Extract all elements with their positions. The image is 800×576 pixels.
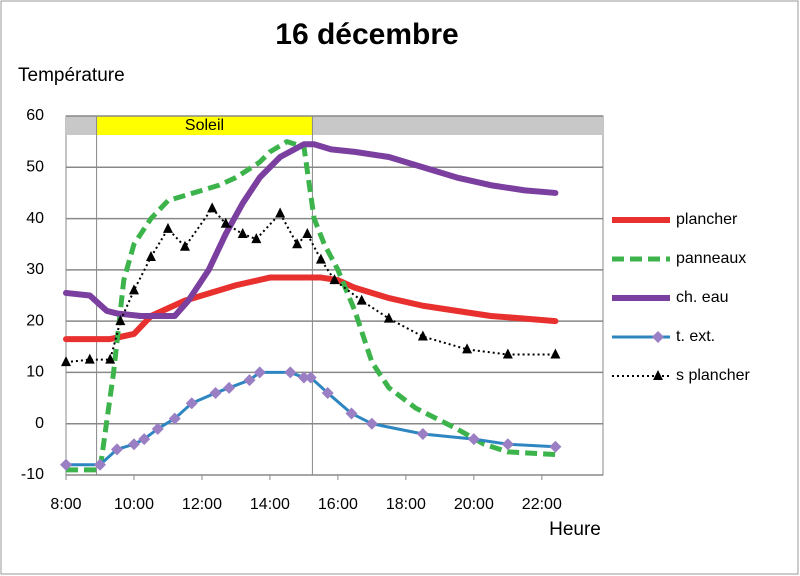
x-tick-label: 8:00	[50, 496, 81, 513]
data-point	[467, 433, 480, 446]
data-point	[105, 353, 116, 364]
y-tick-label: 10	[26, 364, 44, 381]
data-point	[315, 253, 326, 264]
data-point	[356, 294, 367, 305]
data-point	[302, 227, 313, 238]
data-point	[297, 371, 310, 384]
data-point	[209, 386, 222, 399]
data-point	[345, 407, 358, 420]
y-tick-label: 0	[35, 415, 44, 432]
data-point	[162, 222, 173, 233]
data-point	[284, 366, 297, 379]
legend-label: t. ext.	[676, 328, 715, 345]
y-tick-label: 20	[26, 312, 44, 329]
data-point	[253, 366, 266, 379]
data-point	[292, 238, 303, 249]
data-point	[61, 356, 71, 367]
sun-band	[96, 116, 313, 135]
legend-label: ch. eau	[676, 289, 728, 306]
data-point	[84, 353, 95, 364]
data-point	[549, 440, 562, 453]
data-point	[138, 433, 151, 446]
data-point	[93, 458, 106, 471]
data-point	[185, 397, 198, 410]
x-tick-label: 12:00	[182, 496, 222, 513]
data-point	[223, 381, 236, 394]
series-line	[63, 141, 559, 320]
x-axis-label: Heure	[549, 519, 601, 540]
legend-label: panneaux	[676, 250, 746, 267]
data-point	[237, 227, 248, 238]
x-tick-label: 16:00	[318, 496, 358, 513]
y-axis-label: Température	[18, 65, 125, 86]
y-tick-label: 40	[26, 210, 44, 227]
data-point	[179, 240, 190, 251]
data-point	[275, 207, 286, 218]
data-point	[416, 427, 429, 440]
data-point	[60, 458, 72, 471]
data-point	[321, 386, 334, 399]
chart-title: 16 décembre	[275, 18, 458, 51]
data-point	[115, 315, 126, 326]
x-tick-label: 14:00	[250, 496, 290, 513]
x-tick-label: 10:00	[114, 496, 154, 513]
y-tick-label: 50	[26, 159, 44, 176]
data-point	[462, 343, 473, 354]
x-tick-label: 18:00	[386, 496, 426, 513]
data-point	[251, 233, 262, 244]
data-point	[110, 443, 123, 456]
legend-marker	[653, 370, 663, 380]
data-point	[502, 348, 513, 359]
series-line	[66, 139, 556, 473]
data-point	[329, 274, 340, 285]
data-point	[365, 417, 378, 430]
data-point	[151, 422, 164, 435]
data-point	[220, 217, 231, 228]
legend-marker	[652, 331, 664, 343]
legend-label: plancher	[676, 211, 738, 228]
data-point	[145, 251, 156, 262]
series-line	[64, 370, 557, 467]
data-point	[127, 438, 140, 451]
y-tick-label: 30	[26, 261, 44, 278]
data-point	[417, 330, 428, 341]
data-point	[383, 312, 394, 323]
y-tick-label: 60	[26, 107, 44, 124]
y-tick-label: -10	[21, 466, 44, 483]
plot-area	[65, 115, 604, 476]
legend-label: s plancher	[676, 367, 750, 384]
data-point	[168, 412, 181, 425]
x-tick-label: 20:00	[454, 496, 494, 513]
data-point	[207, 202, 218, 213]
data-point	[550, 348, 561, 359]
series-line	[65, 207, 556, 364]
sun-label: Soleil	[185, 117, 224, 134]
x-tick-label: 22:00	[522, 496, 562, 513]
data-point	[128, 284, 139, 295]
data-point	[243, 374, 256, 387]
data-point	[304, 371, 317, 384]
data-point	[501, 438, 514, 451]
